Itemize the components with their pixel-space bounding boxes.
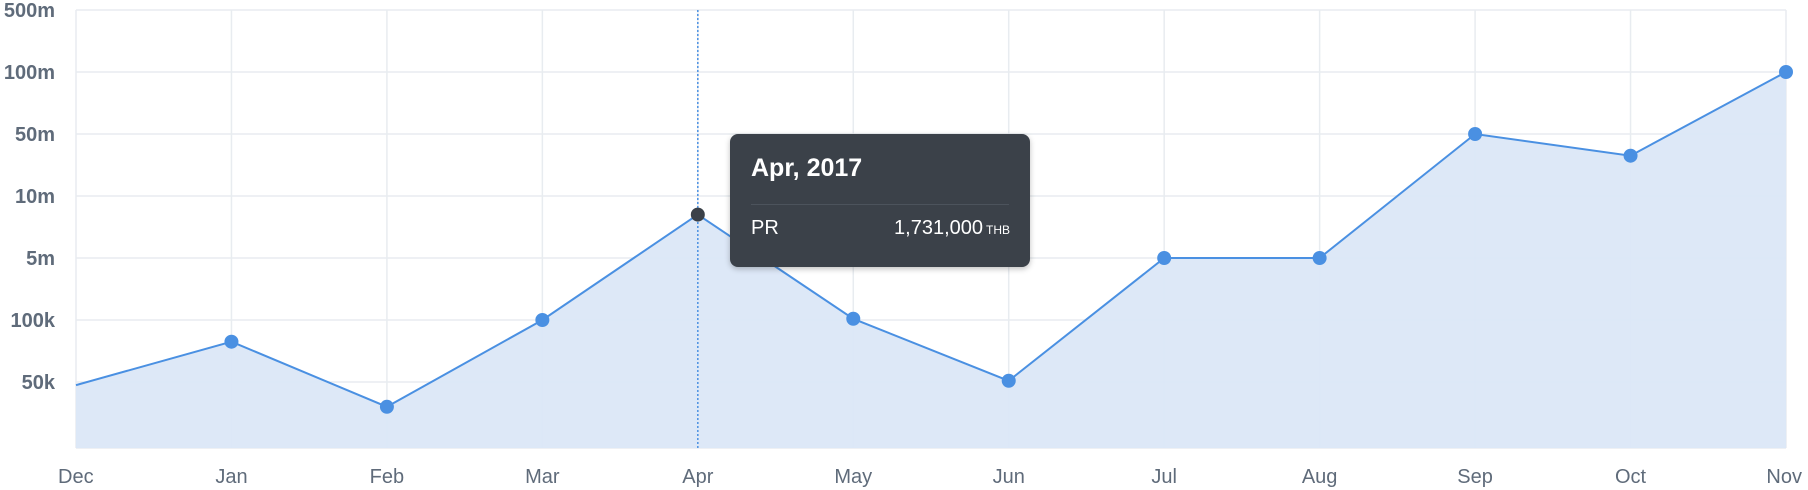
- x-axis-tick-label: Jun: [993, 466, 1025, 488]
- x-axis-tick-label: Oct: [1615, 466, 1647, 488]
- y-axis-labels: 500m 100m 50m 10m 5m 100k 50k: [4, 0, 56, 394]
- x-axis-tick-label: Jan: [215, 466, 247, 488]
- x-axis-tick-label: Aug: [1302, 466, 1338, 488]
- data-points: [224, 65, 1793, 414]
- y-axis-tick-label: 50m: [15, 124, 55, 146]
- tooltip-series-name: PR: [751, 217, 779, 239]
- tooltip-value-row: 1,731,000 THB: [894, 217, 1010, 240]
- data-point[interactable]: [1468, 127, 1483, 141]
- x-axis-tick-label: May: [834, 466, 872, 488]
- data-point[interactable]: [1312, 251, 1327, 265]
- x-axis-tick-label: Sep: [1457, 466, 1493, 488]
- data-point[interactable]: [1623, 148, 1638, 163]
- data-point[interactable]: [1779, 65, 1793, 79]
- y-axis-tick-label: 100k: [11, 310, 56, 332]
- x-axis-tick-label: Jul: [1151, 466, 1177, 488]
- tooltip-unit: THB: [986, 223, 1010, 237]
- data-point[interactable]: [224, 334, 239, 349]
- y-axis-tick-label: 5m: [26, 248, 55, 270]
- y-axis-tick-label: 50k: [22, 372, 56, 394]
- x-axis-labels: Dec Jan Feb Mar Apr May Jun Jul Aug Sep Oct Nov: [58, 466, 1802, 488]
- x-axis-tick-label: Feb: [370, 466, 404, 488]
- y-axis-tick-label: 100m: [4, 62, 55, 84]
- data-point[interactable]: [1001, 373, 1016, 388]
- x-axis-tick-label: Nov: [1766, 466, 1802, 488]
- tooltip: Apr, 2017 PR 1,731,000 THB: [730, 134, 1030, 267]
- data-point[interactable]: [1157, 251, 1172, 265]
- tooltip-title: Apr, 2017: [751, 154, 863, 182]
- y-axis-tick-label: 500m: [4, 0, 55, 22]
- x-axis-tick-label: Dec: [58, 466, 94, 488]
- series-area-pr: [76, 72, 1786, 448]
- x-axis-tick-label: Mar: [525, 466, 560, 488]
- data-point-highlighted[interactable]: [690, 207, 705, 222]
- series-line-pr: [75, 71, 1787, 408]
- tooltip-divider: [751, 204, 1009, 205]
- y-axis-tick-label: 10m: [15, 186, 55, 208]
- tooltip-value: 1,731,000: [894, 217, 983, 239]
- data-point[interactable]: [379, 399, 394, 414]
- data-point[interactable]: [846, 311, 861, 326]
- data-point[interactable]: [535, 313, 550, 327]
- x-axis-tick-label: Apr: [682, 466, 713, 488]
